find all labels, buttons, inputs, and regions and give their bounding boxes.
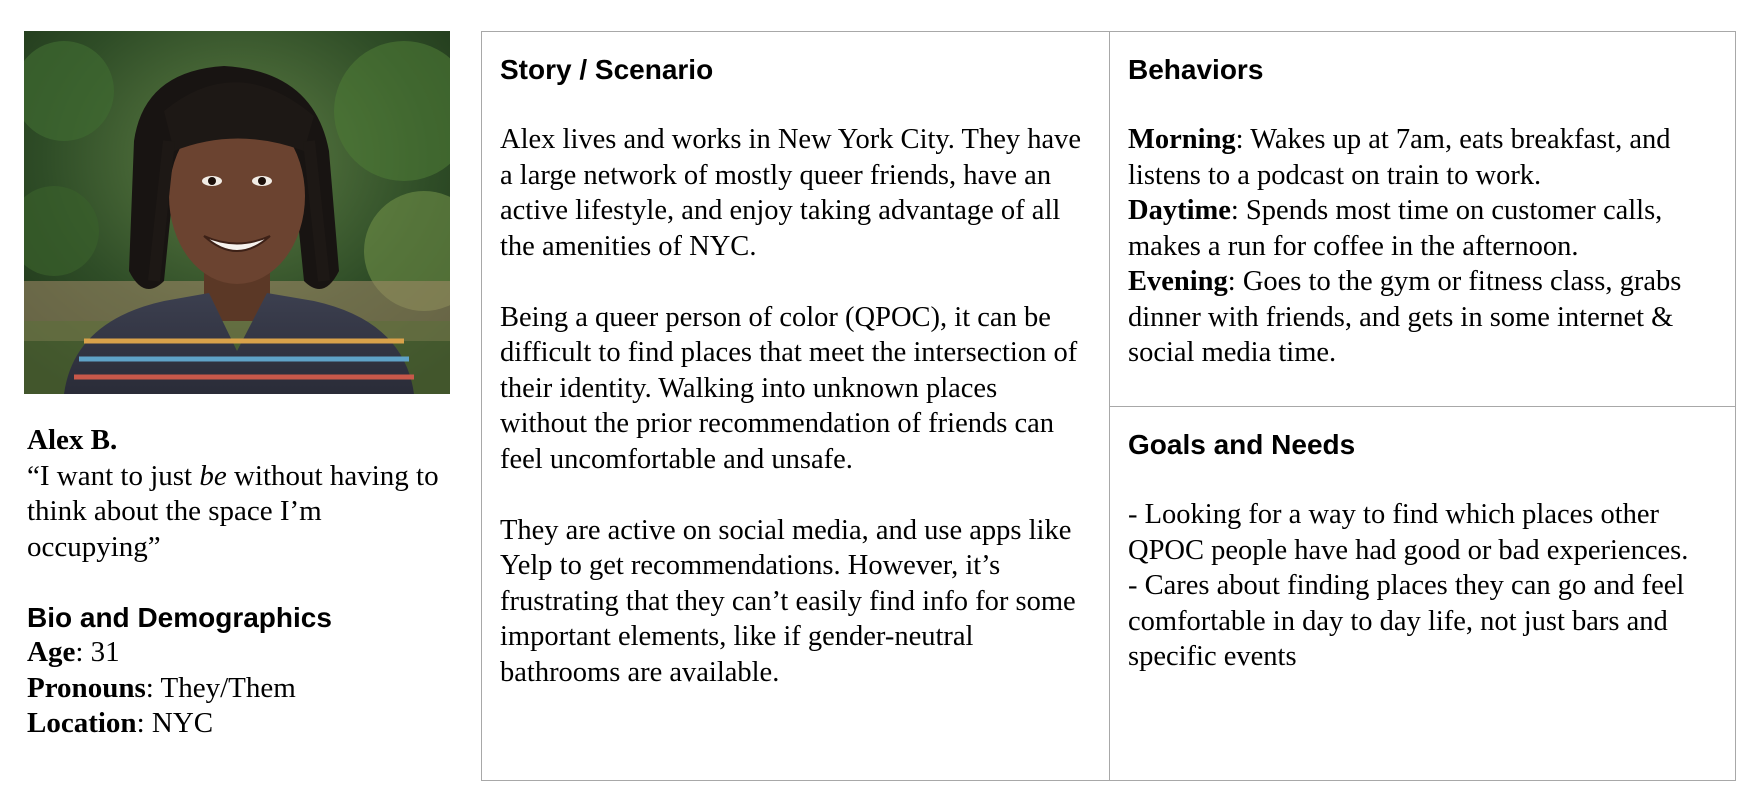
- quote-emphasis: be: [199, 459, 227, 492]
- persona-table: Story / Scenario Alex lives and works in…: [481, 31, 1736, 781]
- demographic-pronouns: Pronouns: They/Them: [27, 671, 447, 707]
- story-paragraph: Alex lives and works in New York City. T…: [500, 124, 1082, 262]
- behavior-daytime: Daytime: Spends most time on customer ca…: [1128, 193, 1728, 264]
- persona-name: Alex B.: [27, 424, 118, 456]
- demographic-age: Age: 31: [27, 635, 447, 671]
- goal-item: - Cares about finding places they can go…: [1128, 570, 1685, 672]
- behavior-evening: Evening: Goes to the gym or fitness clas…: [1128, 264, 1728, 371]
- behaviors-heading: Behaviors: [1128, 54, 1264, 85]
- quote-text-start: “I want to just: [27, 459, 200, 492]
- persona-portrait-image: [24, 31, 450, 394]
- behavior-label: Daytime: [1128, 195, 1231, 226]
- behavior-text: : Wakes up at 7am, eats breakfast, and l…: [1128, 124, 1671, 191]
- behavior-label: Evening: [1128, 266, 1228, 297]
- story-paragraph: Being a queer person of color (QPOC), it…: [500, 301, 1078, 475]
- persona-quote: “I want to just be without having to thi…: [27, 459, 447, 566]
- goals-heading: Goals and Needs: [1128, 429, 1356, 460]
- goal-item: - Looking for a way to find which places…: [1128, 499, 1689, 566]
- demographic-value: : NYC: [136, 707, 214, 739]
- demographic-label: Location: [27, 707, 137, 739]
- demographic-label: Pronouns: [27, 671, 146, 704]
- row-divider: [1109, 406, 1735, 407]
- demographic-value: : 31: [75, 636, 120, 668]
- bio-heading: Bio and Demographics: [27, 602, 332, 633]
- demographic-value: : They/Them: [145, 671, 296, 704]
- persona-profile: Alex B. “I want to just be without havin…: [27, 423, 447, 742]
- story-cell: Story / Scenario Alex lives and works in…: [500, 52, 1090, 690]
- behaviors-cell: Behaviors Morning: Wakes up at 7am, eats…: [1128, 52, 1728, 371]
- demographic-location: Location: NYC: [27, 706, 447, 742]
- behavior-text: : Goes to the gym or fitness class, grab…: [1128, 266, 1682, 368]
- behavior-text: : Spends most time on customer calls, ma…: [1128, 195, 1663, 262]
- goals-cell: Goals and Needs - Looking for a way to f…: [1128, 427, 1728, 675]
- behavior-label: Morning: [1128, 124, 1236, 155]
- demographic-label: Age: [27, 636, 76, 668]
- behavior-morning: Morning: Wakes up at 7am, eats breakfast…: [1128, 122, 1728, 193]
- persona-photo: [24, 31, 450, 394]
- story-heading: Story / Scenario: [500, 54, 714, 85]
- story-paragraph: They are active on social media, and use…: [500, 514, 1076, 688]
- quote-text-end: without having to think about the space …: [27, 459, 439, 563]
